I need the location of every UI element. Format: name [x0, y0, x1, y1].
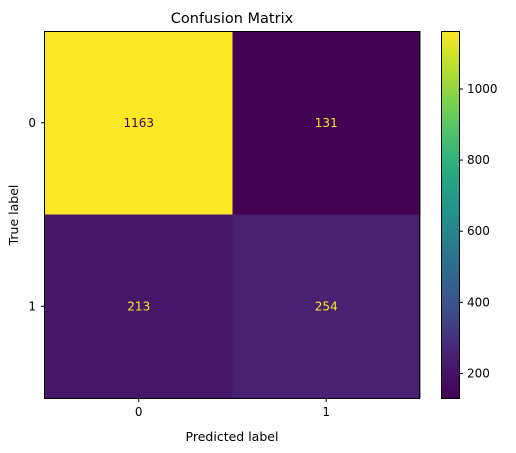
- y-axis-ticks: 01: [28, 116, 45, 313]
- colorbar-frame: [441, 31, 460, 399]
- colorbar-tick-label: 200: [467, 366, 490, 380]
- y-tick-label: 1: [28, 299, 36, 313]
- colorbar-tick-label: 400: [467, 295, 490, 309]
- heatmap-cell-r0-c1: [232, 31, 421, 215]
- colorbar-ticks: 200 400 600 800 1000: [459, 82, 498, 380]
- heatmap-cell-labels: 1163 131 213 254: [123, 116, 337, 314]
- chart-title: Confusion Matrix: [171, 11, 294, 27]
- y-tick-label: 0: [28, 116, 36, 130]
- colorbar-tick-label: 800: [467, 153, 490, 167]
- colorbar-tick-label: 600: [467, 224, 490, 238]
- heatmap-cells: [45, 31, 421, 399]
- x-tick-label: 1: [322, 405, 330, 419]
- cell-value-r0-c0: 1163: [123, 116, 154, 130]
- colorbar-tick-label: 1000: [467, 82, 498, 96]
- cell-value-r1-c0: 213: [127, 299, 150, 313]
- heatmap-cell-r1-c0: [45, 214, 233, 399]
- cell-value-r0-c1: 131: [315, 116, 338, 130]
- plot-frame: [44, 31, 420, 399]
- cell-value-r1-c1: 254: [315, 299, 338, 313]
- x-tick-label: 0: [135, 405, 143, 419]
- heatmap-cell-r0-c0: [45, 31, 233, 215]
- x-axis-label: Predicted label: [186, 429, 279, 444]
- colorbar: [441, 31, 459, 398]
- y-axis-label: True label: [6, 185, 21, 247]
- heatmap-cell-r1-c1: [232, 214, 421, 399]
